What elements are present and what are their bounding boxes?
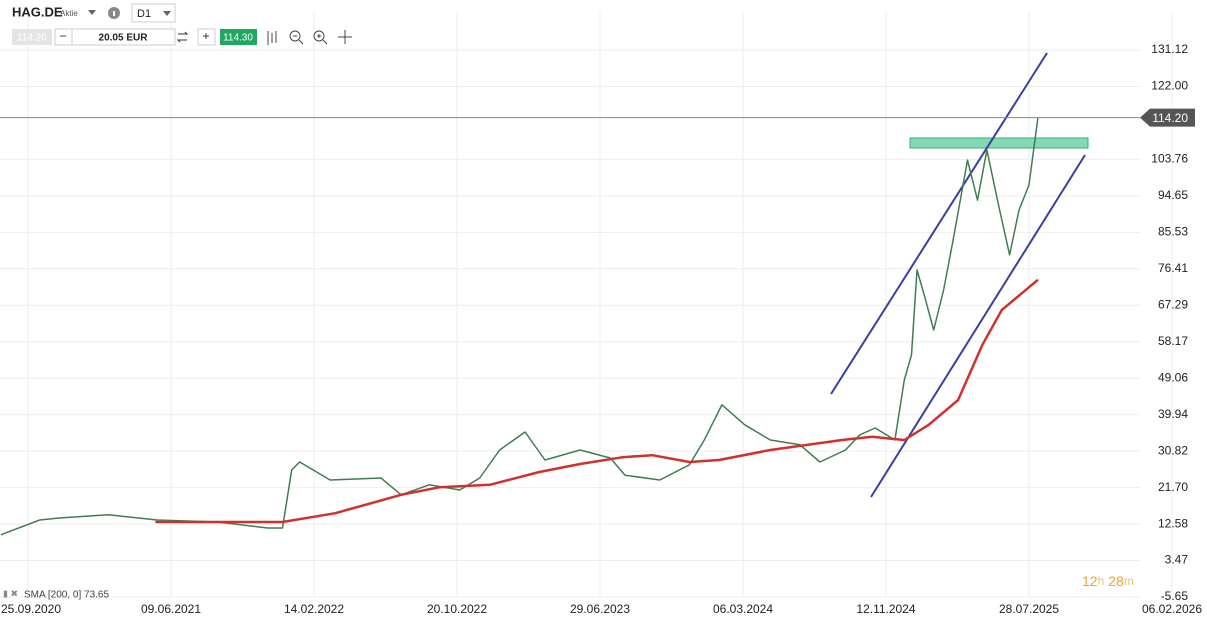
zoom-out-glyph xyxy=(293,35,304,45)
timer-h: h xyxy=(1098,574,1105,588)
x-tick-label: 20.10.2022 xyxy=(427,602,487,616)
y-tick-label: 85.53 xyxy=(1158,225,1188,239)
timer-minutes: 28 xyxy=(1108,573,1124,589)
timeframe: D1 xyxy=(137,8,151,20)
buy-price: 114.30 xyxy=(223,33,253,44)
timeframe-dropdown xyxy=(163,11,171,16)
move-icon[interactable] xyxy=(338,30,352,44)
y-tick-label: 122.00 xyxy=(1151,79,1188,93)
info-glyph xyxy=(113,11,115,16)
y-tick-label: 30.82 xyxy=(1158,443,1188,457)
y-tick-label: 76.41 xyxy=(1158,261,1188,275)
symbol[interactable]: HAG.DE xyxy=(12,4,63,19)
current-price-tag xyxy=(1140,108,1195,127)
timer-hours: 12 xyxy=(1082,573,1098,589)
chart-type-icon[interactable] xyxy=(267,31,277,45)
plus-button: + xyxy=(202,29,209,43)
minus-button[interactable]: − xyxy=(59,29,66,43)
axes: 131.12 122.00 103.76 94.65 85.53 76.41 67.29 58… xyxy=(0,42,1202,616)
y-tick-label: 12.58 xyxy=(1158,516,1188,530)
zoom-out-icon[interactable] xyxy=(289,30,301,42)
series-line xyxy=(155,278,1039,524)
y-tick-label: 21.70 xyxy=(1158,480,1188,494)
channel-lower[interactable] xyxy=(870,154,1086,498)
x-tick-label: 28.07.2025 xyxy=(999,602,1059,616)
plot xyxy=(0,117,1039,536)
zoom-in-icon[interactable] xyxy=(313,30,325,42)
instrument-kind: Aktie xyxy=(60,9,78,18)
y-tick-label: 49.06 xyxy=(1158,370,1188,384)
series-line xyxy=(0,117,1039,536)
timer-m: m xyxy=(1124,574,1134,588)
x-tick-label: 09.06.2021 xyxy=(141,602,201,616)
timeframe-select[interactable] xyxy=(131,3,176,23)
plus-box[interactable] xyxy=(197,28,216,46)
x-tick-label: 25.09.2020 xyxy=(1,602,61,616)
sell-price: 114.20 xyxy=(17,33,47,44)
y-tick-label: 103.76 xyxy=(1151,152,1188,166)
y-tick-label: -5.65 xyxy=(1161,589,1189,603)
quantity[interactable]: 20.05 EUR xyxy=(99,33,149,44)
legend-icons[interactable]: ▮ ✖ xyxy=(3,588,18,598)
grid xyxy=(0,12,1173,598)
chart-tools xyxy=(267,30,352,45)
y-tick-label: 131.12 xyxy=(1151,42,1188,56)
zoom-in-glyph xyxy=(317,34,328,45)
resistance-zone[interactable] xyxy=(909,137,1089,149)
channel-upper[interactable] xyxy=(830,52,1048,395)
y-tick-label: 58.17 xyxy=(1158,334,1188,348)
current-price-label: 114.20 xyxy=(1152,111,1188,125)
sell-button[interactable] xyxy=(12,29,52,45)
symbol-dropdown[interactable] xyxy=(88,10,96,15)
y-tick-label: 3.47 xyxy=(1165,553,1189,567)
y-tick-label: 67.29 xyxy=(1158,297,1188,311)
candle-timer: 12h 28m xyxy=(1082,573,1134,589)
buy-button[interactable] xyxy=(220,29,257,45)
x-tick-label: 06.03.2024 xyxy=(713,602,773,616)
y-tick-label: 94.65 xyxy=(1158,188,1188,202)
x-tick-label: 14.02.2022 xyxy=(284,602,344,616)
x-tick-label: 12.11.2024 xyxy=(856,602,915,616)
quantity-box[interactable] xyxy=(54,28,176,46)
x-tick-label: 29.06.2023 xyxy=(570,602,630,616)
legend-sma: SMA [200, 0] 73.65 xyxy=(24,590,109,601)
x-tick-label: 06.02.2026 xyxy=(1142,602,1202,616)
y-tick-label: 39.94 xyxy=(1158,407,1188,421)
swap-icon[interactable] xyxy=(176,31,189,43)
